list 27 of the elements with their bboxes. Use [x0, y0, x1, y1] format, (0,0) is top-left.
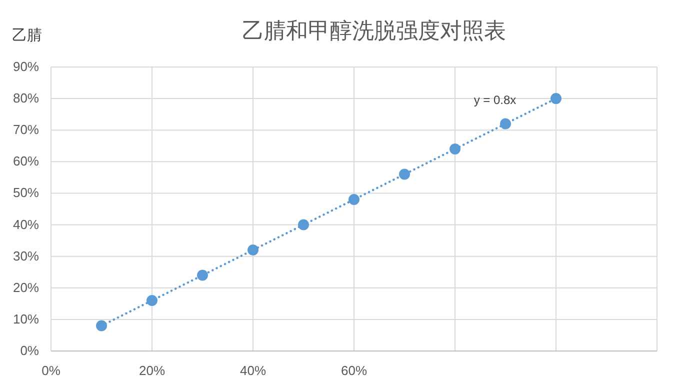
point: [500, 118, 511, 130]
y-tick-label: 70%: [12, 122, 40, 138]
y-tick-label: 90%: [12, 59, 40, 74]
y-tick-label: 30%: [12, 248, 40, 264]
point: [248, 244, 258, 256]
x-tick-label: 20%: [138, 363, 166, 378]
point: [197, 270, 208, 281]
y-tick-label: 0%: [20, 343, 40, 358]
annotation: y = 0.8x: [474, 93, 516, 107]
y-tick-label: 20%: [12, 280, 40, 295]
point: [96, 320, 107, 332]
y-tick-label: 60%: [12, 154, 40, 169]
y-tick-label: 10%: [12, 311, 40, 326]
point: [450, 144, 460, 155]
point: [550, 93, 562, 104]
y-tick-label: 80%: [12, 90, 40, 106]
x-tick-label: 40%: [240, 363, 266, 378]
point: [399, 168, 410, 180]
x-tick-label: 0%: [42, 363, 61, 378]
point: [298, 219, 309, 230]
point: [348, 194, 360, 206]
point: [146, 295, 158, 306]
y-axis-title: 乙腈: [12, 27, 42, 44]
y-tick-label: 50%: [12, 185, 40, 200]
x-tick-label: 60%: [340, 363, 368, 378]
chart-title: 乙腈和甲醇洗脱强度对照表: [242, 18, 506, 43]
y-tick-label: 40%: [12, 216, 40, 232]
